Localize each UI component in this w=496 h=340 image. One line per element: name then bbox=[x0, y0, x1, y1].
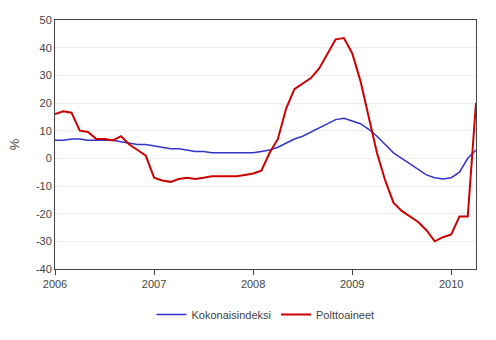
svg-text:30: 30 bbox=[40, 69, 52, 81]
svg-text:2006: 2006 bbox=[43, 278, 67, 290]
svg-text:40: 40 bbox=[40, 42, 52, 54]
svg-text:2008: 2008 bbox=[241, 278, 265, 290]
svg-text:Kokonaisindeksi: Kokonaisindeksi bbox=[192, 309, 272, 321]
svg-text:Polttoaineet: Polttoaineet bbox=[316, 309, 374, 321]
svg-text:2009: 2009 bbox=[340, 278, 364, 290]
svg-text:-40: -40 bbox=[36, 263, 52, 275]
svg-text:-20: -20 bbox=[36, 208, 52, 220]
svg-text:10: 10 bbox=[40, 125, 52, 137]
svg-text:%: % bbox=[7, 138, 22, 150]
svg-text:-10: -10 bbox=[36, 180, 52, 192]
svg-text:2010: 2010 bbox=[439, 278, 463, 290]
svg-text:20: 20 bbox=[40, 97, 52, 109]
svg-text:-30: -30 bbox=[36, 235, 52, 247]
svg-text:2007: 2007 bbox=[142, 278, 166, 290]
svg-text:50: 50 bbox=[40, 14, 52, 26]
svg-text:0: 0 bbox=[46, 152, 52, 164]
